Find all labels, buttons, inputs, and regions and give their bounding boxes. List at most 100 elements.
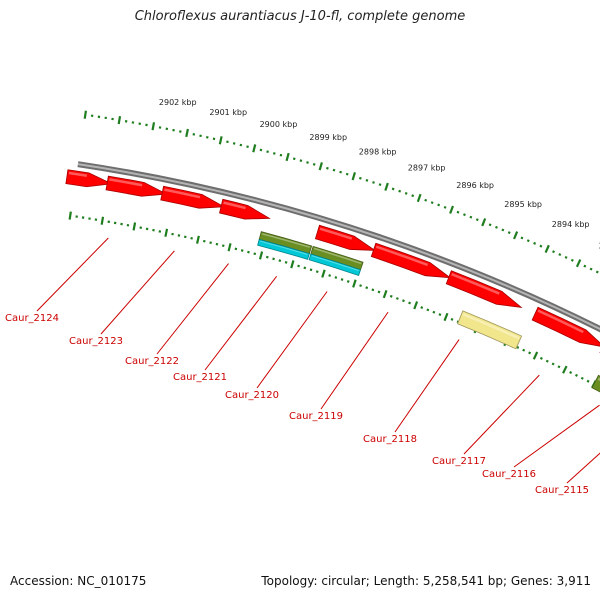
ruler-minor-tick [299, 159, 303, 162]
ruler-minor-tick [586, 379, 590, 383]
ruler-major-tick [562, 365, 568, 374]
gene-label-text: Caur_2120 [225, 390, 279, 401]
ruler-minor-tick [539, 244, 543, 248]
ruler-major-tick [544, 244, 550, 254]
kbp-label: 2899 kbp [309, 133, 347, 142]
ruler-minor-tick [564, 255, 568, 259]
kbp-label: 2902 kbp [159, 98, 197, 107]
gene-label-caur_2123[interactable]: Caur_2123 [69, 250, 175, 347]
ruler-major-tick [384, 182, 389, 191]
kbp-label: 2894 kbp [552, 220, 590, 229]
ruler-minor-tick [334, 276, 338, 279]
ruler-minor-tick [309, 268, 313, 272]
ruler-minor-tick [526, 239, 530, 243]
gene-label-text: Caur_2124 [5, 313, 59, 324]
ruler-minor-tick [239, 143, 243, 147]
gene-label-text: Caur_2116 [482, 469, 536, 480]
gene-label-caur_2120[interactable]: Caur_2120 [225, 291, 328, 401]
kbp-label: 2896 kbp [456, 181, 494, 190]
gene-red-6[interactable] [445, 270, 523, 308]
gene-red-7[interactable] [531, 306, 600, 347]
gene-cyan-caur_2120[interactable] [308, 253, 362, 276]
ruler-minor-tick [297, 264, 300, 268]
leader-line [513, 404, 600, 468]
gene-red-0[interactable] [65, 169, 114, 188]
leader-line [100, 250, 175, 335]
ruler-minor-tick [209, 241, 212, 245]
ruler-minor-tick [266, 150, 269, 154]
ruler-minor-tick [495, 225, 498, 229]
ruler-major-tick [351, 172, 357, 181]
gene-label-caur_2124[interactable]: Caur_2124 [5, 237, 109, 324]
ruler-minor-tick [404, 192, 408, 195]
gene-label-caur_2117[interactable]: Caur_2117 [432, 374, 540, 467]
ruler-major-tick [318, 162, 323, 171]
ruler-minor-tick [469, 215, 473, 219]
ruler-minor-tick [411, 194, 415, 198]
ruler-minor-tick [232, 142, 236, 145]
gene-label-caur_2122[interactable]: Caur_2122 [125, 263, 229, 367]
ruler-major-tick [352, 279, 357, 288]
ruler-minor-tick [234, 247, 238, 251]
ruler-minor-tick [377, 290, 381, 294]
leader-line [156, 263, 229, 355]
ruler-major-tick [532, 351, 539, 360]
ruler-major-tick [185, 128, 189, 138]
ruler-minor-tick [545, 359, 549, 363]
leader-line [394, 339, 460, 433]
gene-label-caur_2116[interactable]: Caur_2116 [482, 404, 600, 480]
ruler-major-tick [575, 259, 582, 268]
gene-red-3[interactable] [219, 198, 271, 220]
kbp-ruler-inner [68, 211, 600, 389]
gene-label-text: Caur_2119 [289, 411, 343, 422]
ruler-minor-tick [488, 223, 492, 227]
ruler-minor-tick [265, 255, 269, 259]
ruler-minor-tick [408, 301, 411, 305]
ruler-minor-tick [438, 313, 442, 317]
ruler-minor-tick [475, 218, 479, 222]
ruler-major-tick [83, 110, 87, 119]
ruler-major-tick [132, 222, 137, 231]
gene-label-text: Caur_2122 [125, 356, 179, 367]
gene-red-5[interactable] [370, 242, 452, 279]
gene-red-4[interactable] [314, 224, 377, 251]
ruler-minor-tick [371, 288, 375, 292]
ruler-major-tick [413, 301, 419, 310]
ruler-major-tick [513, 231, 519, 240]
ruler-minor-tick [450, 317, 454, 321]
ruler-minor-tick [402, 299, 405, 303]
ruler-minor-tick [595, 270, 599, 274]
gene-label-caur_2119[interactable]: Caur_2119 [289, 311, 389, 422]
gene-red-2[interactable] [160, 185, 226, 209]
ruler-minor-tick [426, 308, 430, 312]
gene-label-caur_2118[interactable]: Caur_2118 [363, 339, 460, 445]
gene-red-1[interactable] [105, 175, 168, 197]
ruler-major-tick [151, 122, 156, 131]
ruler-minor-tick [332, 168, 336, 172]
ruler-minor-tick [463, 213, 466, 217]
genome-backbone [77, 161, 600, 333]
ruler-minor-tick [391, 187, 395, 191]
ruler-minor-tick [589, 267, 593, 271]
ruler-minor-tick [501, 228, 505, 232]
ruler-minor-tick [580, 376, 584, 380]
ruler-minor-tick [306, 161, 309, 164]
ruler-minor-tick [279, 153, 283, 157]
ruler-major-tick [100, 216, 105, 225]
ruler-major-tick [117, 116, 122, 125]
ruler-minor-tick [359, 284, 362, 288]
ruler-minor-tick [247, 250, 250, 254]
ruler-major-tick [258, 251, 264, 260]
ruler-major-tick [449, 205, 454, 214]
ruler-minor-tick [272, 257, 275, 261]
gene-yellow-caur_2118[interactable] [457, 310, 523, 350]
gene-cyan-caur_2121[interactable] [257, 238, 310, 260]
leader-line [204, 276, 278, 371]
ruler-minor-tick [443, 205, 447, 209]
accession-text: Accession: NC_010175 [10, 574, 147, 588]
gene-label-text: Caur_2123 [69, 336, 123, 347]
gene-label-caur_2115[interactable]: Caur_2115 [535, 423, 600, 496]
gene-label-caur_2121[interactable]: Caur_2121 [173, 276, 278, 383]
gene-olive-caur_2116[interactable] [591, 374, 600, 410]
